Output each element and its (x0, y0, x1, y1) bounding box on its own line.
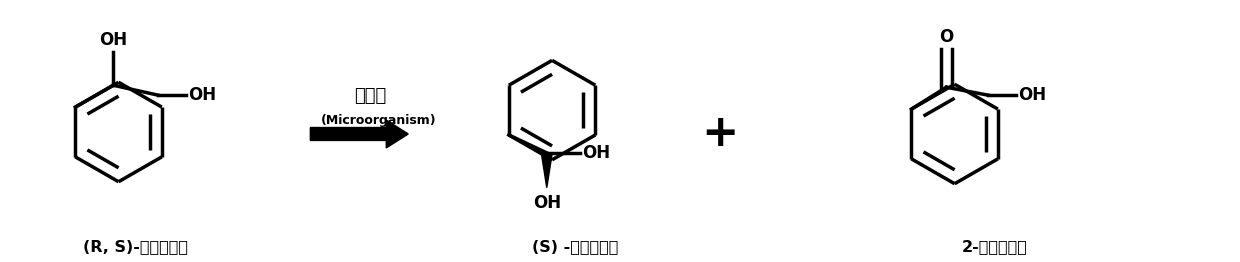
Text: 微生物: 微生物 (355, 87, 387, 105)
Text: (Microorganism): (Microorganism) (320, 113, 436, 127)
FancyArrow shape (310, 120, 408, 148)
Polygon shape (542, 153, 552, 188)
Text: OH: OH (188, 86, 216, 104)
Text: 2-羟基苯乙酮: 2-羟基苯乙酮 (962, 239, 1028, 254)
Text: (S) -苯基乙二醇: (S) -苯基乙二醇 (532, 239, 619, 254)
Text: +: + (701, 112, 739, 155)
Text: (R, S)-苯基乙二醇: (R, S)-苯基乙二醇 (83, 239, 188, 254)
Text: O: O (939, 29, 954, 46)
Text: OH: OH (1018, 86, 1047, 104)
Text: OH: OH (533, 194, 560, 212)
Text: OH: OH (582, 144, 610, 162)
Text: OH: OH (99, 31, 128, 50)
